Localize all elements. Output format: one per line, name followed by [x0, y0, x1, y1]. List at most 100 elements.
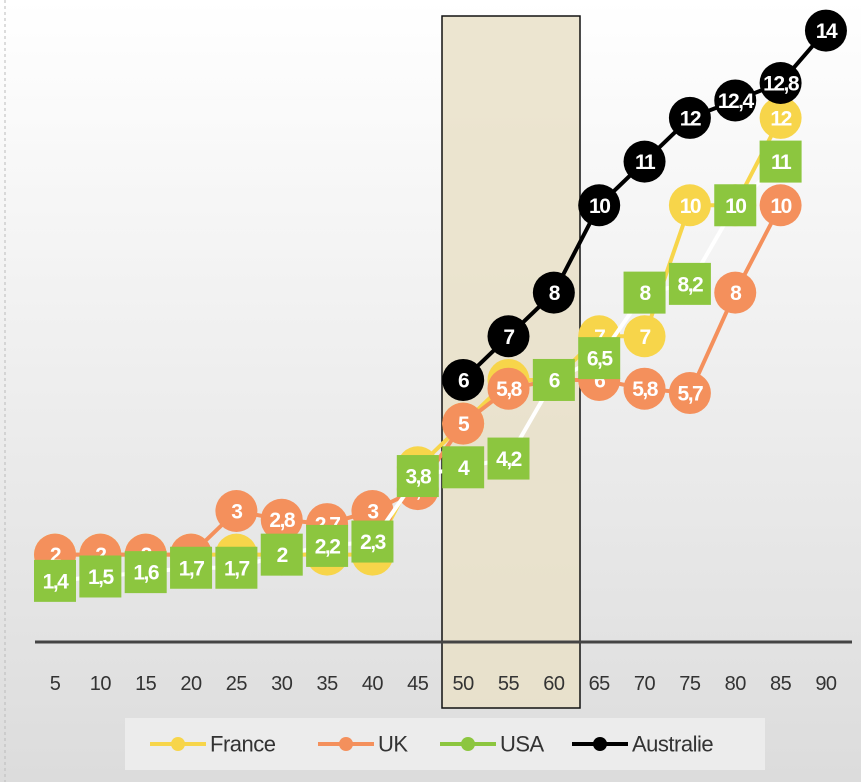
marker — [804, 9, 847, 52]
x-tick-label: 30 — [271, 673, 293, 695]
marker — [623, 367, 666, 410]
data-label: 12 — [770, 107, 791, 130]
legend-marker — [593, 737, 607, 751]
data-label: 1,6 — [133, 562, 159, 585]
marker — [532, 271, 575, 314]
marker — [714, 271, 757, 314]
marker — [442, 402, 485, 445]
data-label: 2,8 — [269, 509, 296, 532]
marker — [442, 358, 485, 401]
data-label: 3 — [231, 500, 242, 523]
marker — [215, 489, 258, 532]
x-tick-label: 5 — [50, 673, 61, 695]
data-label: 7 — [639, 326, 650, 349]
marker — [623, 140, 666, 183]
marker — [759, 61, 802, 104]
marker — [623, 315, 666, 358]
x-tick-label: 20 — [180, 673, 202, 695]
data-label: 12,8 — [763, 72, 800, 95]
marker — [124, 551, 167, 594]
data-label: 12 — [680, 107, 701, 130]
x-tick-label: 25 — [226, 673, 248, 695]
x-tick-label: 90 — [815, 673, 837, 695]
x-tick-label: 50 — [453, 673, 475, 695]
data-label: 11 — [635, 151, 656, 174]
data-label: 2,2 — [315, 535, 341, 558]
x-tick-label: 10 — [90, 673, 112, 695]
marker — [714, 184, 757, 227]
x-tick-label: 85 — [770, 673, 792, 695]
marker — [260, 498, 303, 541]
marker — [34, 559, 76, 602]
marker — [714, 79, 757, 122]
data-label: 1,5 — [88, 566, 115, 589]
marker — [260, 533, 303, 576]
legend-label: UK — [378, 732, 408, 757]
data-label: 14 — [816, 20, 838, 43]
x-tick-label: 75 — [679, 673, 701, 695]
data-label: 10 — [770, 195, 791, 218]
data-label: 2 — [277, 544, 288, 567]
x-tick-label: 15 — [135, 673, 157, 695]
data-label: 7 — [503, 326, 514, 349]
marker — [623, 271, 666, 314]
data-label: 5,8 — [632, 378, 659, 401]
data-label: 6 — [549, 369, 560, 392]
data-label: 8 — [639, 282, 651, 305]
marker — [487, 367, 530, 410]
data-label: 1,4 — [43, 570, 70, 593]
marker — [79, 555, 122, 598]
data-label: 8 — [549, 282, 561, 305]
marker — [578, 337, 621, 380]
data-label: 2,3 — [360, 531, 386, 554]
data-label: 12,4 — [718, 90, 755, 113]
marker — [668, 372, 711, 415]
x-tick-label: 80 — [725, 673, 747, 695]
marker — [396, 455, 439, 498]
x-tick-label: 70 — [634, 673, 656, 695]
marker — [668, 184, 711, 227]
marker — [487, 315, 530, 358]
data-label: 4 — [458, 457, 470, 480]
marker — [759, 184, 802, 227]
data-label: 6,5 — [587, 348, 614, 371]
marker — [306, 524, 349, 567]
data-label: 11 — [771, 151, 792, 174]
data-label: 10 — [589, 195, 610, 218]
data-label: 3,8 — [405, 466, 432, 489]
marker — [759, 140, 802, 183]
legend-marker — [461, 737, 475, 751]
marker — [215, 546, 258, 589]
marker — [668, 262, 711, 305]
marker — [170, 546, 213, 589]
marker — [668, 96, 711, 139]
marker — [442, 446, 485, 489]
data-label: 4,2 — [496, 448, 522, 471]
legend-marker — [339, 737, 353, 751]
data-label: 8 — [730, 282, 742, 305]
x-tick-label: 60 — [543, 673, 565, 695]
marker — [351, 520, 394, 563]
legend-label: France — [210, 732, 276, 757]
data-label: 8,2 — [678, 273, 704, 296]
marker — [532, 358, 575, 401]
legend-label: Australie — [632, 732, 713, 757]
data-label: 6 — [458, 369, 469, 392]
data-label: 10 — [680, 195, 701, 218]
data-label: 1,7 — [224, 557, 250, 580]
data-label: 5,7 — [678, 383, 704, 406]
x-tick-label: 65 — [589, 673, 611, 695]
legend-marker — [171, 737, 185, 751]
x-tick-label: 55 — [498, 673, 520, 695]
data-label: 5 — [458, 413, 470, 436]
data-label: 1,7 — [179, 557, 205, 580]
data-label: 5,8 — [496, 378, 523, 401]
legend-label: USA — [500, 732, 545, 757]
x-tick-label: 40 — [362, 673, 384, 695]
marker — [759, 96, 802, 139]
marker — [578, 184, 621, 227]
marker — [487, 437, 530, 480]
x-tick-label: 45 — [407, 673, 429, 695]
